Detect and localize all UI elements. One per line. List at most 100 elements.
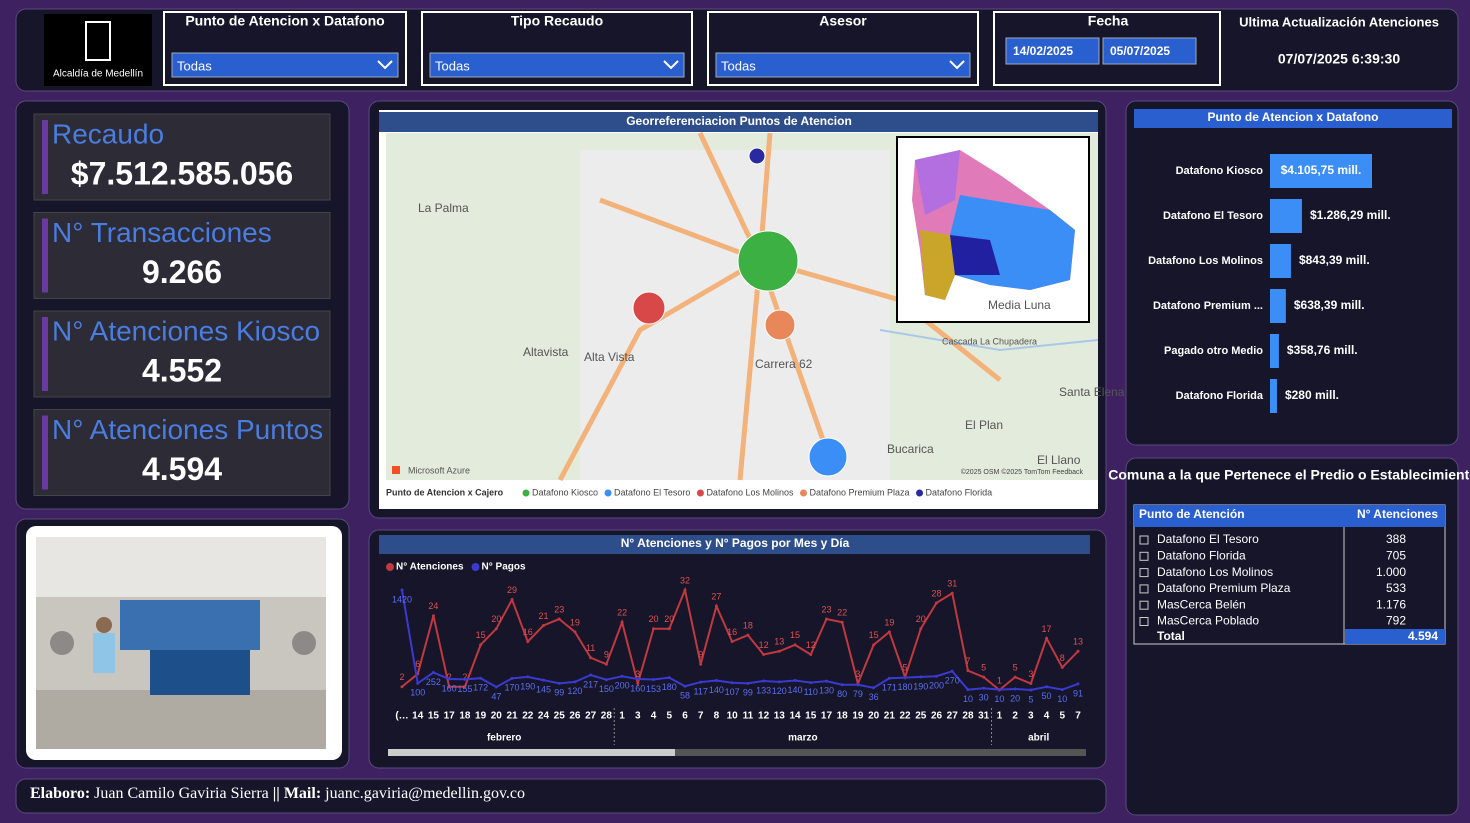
x-tick-label: 15 xyxy=(428,711,440,722)
point xyxy=(935,601,939,605)
expand-icon[interactable] xyxy=(1139,568,1149,578)
map-place: El Plan xyxy=(965,418,1003,432)
azure-logo xyxy=(392,466,400,474)
x-tick-label: 10 xyxy=(727,711,739,722)
point xyxy=(1076,649,1080,653)
table-cell: 533 xyxy=(1386,581,1406,595)
filter-dropdown[interactable] xyxy=(171,52,399,78)
kpi-panel xyxy=(15,100,350,510)
photo-ceiling xyxy=(36,537,326,597)
expand-icon[interactable] xyxy=(1139,584,1149,594)
data-label: 12 xyxy=(759,640,769,650)
dropdown-arrow xyxy=(377,60,393,70)
data-label: 2 xyxy=(447,672,452,682)
x-tick-label: 3 xyxy=(635,711,641,722)
point xyxy=(652,627,656,631)
point xyxy=(699,662,703,666)
map-bubble xyxy=(808,437,848,477)
data-label: 180 xyxy=(662,682,677,692)
point xyxy=(714,604,718,608)
map-title-bar xyxy=(379,112,1098,132)
expand-icon[interactable] xyxy=(1139,535,1149,545)
point xyxy=(840,683,844,687)
x-tick-label: 26 xyxy=(569,711,581,722)
point xyxy=(1076,682,1080,686)
data-label: 99 xyxy=(554,688,564,698)
scrollbar[interactable] xyxy=(388,749,1086,756)
date-from-box[interactable] xyxy=(1005,37,1100,65)
kpi-value: 9.266 xyxy=(142,254,222,290)
point xyxy=(573,630,577,634)
carousel-next[interactable] xyxy=(292,631,316,655)
data-label: 29 xyxy=(507,585,517,595)
point xyxy=(777,649,781,653)
x-tick-label: 28 xyxy=(962,711,974,722)
data-label: 153 xyxy=(646,684,661,694)
data-label: 270 xyxy=(945,676,960,686)
point xyxy=(604,678,608,682)
data-label: 15 xyxy=(869,630,879,640)
x-tick-label: 4 xyxy=(1044,711,1050,722)
scrollbar-thumb[interactable] xyxy=(388,749,675,756)
bar-category: Datafono El Tesoro xyxy=(1163,210,1263,222)
x-tick-label: 1 xyxy=(997,711,1003,722)
bar xyxy=(1270,379,1277,413)
point xyxy=(887,630,891,634)
filter-dropdown[interactable] xyxy=(429,52,685,78)
filter-frame xyxy=(163,11,407,86)
filter-title: Punto de Atencion x Datafono xyxy=(185,13,384,29)
point xyxy=(400,588,404,592)
point xyxy=(447,685,451,689)
expand-icon[interactable] xyxy=(1139,617,1149,626)
dropdown-arrow xyxy=(949,60,965,70)
map-bubble xyxy=(632,291,666,325)
point xyxy=(431,671,435,675)
kpi-value: 4.594 xyxy=(142,451,222,487)
table-cell: MasCerca Poblado xyxy=(1157,614,1259,628)
kpi-accent xyxy=(42,317,48,391)
table-total-value: 4.594 xyxy=(1408,629,1438,643)
point xyxy=(997,688,1001,692)
data-label: 3 xyxy=(855,669,860,679)
table-cell: MasCerca Belén xyxy=(1157,597,1246,611)
data-label: 6 xyxy=(415,659,420,669)
kpi-card xyxy=(33,409,331,496)
point xyxy=(1029,688,1033,692)
data-label: 5 xyxy=(903,662,908,672)
data-label: 155 xyxy=(457,684,472,694)
map-place: Altavista xyxy=(523,345,569,359)
legend-swatch xyxy=(916,489,924,497)
point xyxy=(777,680,781,684)
legend-label: Datafono Los Molinos xyxy=(706,487,794,497)
data-label: 2 xyxy=(399,672,404,682)
point xyxy=(683,588,687,592)
data-label: 20 xyxy=(1010,693,1020,703)
point xyxy=(557,681,561,685)
map-place: Carrera 62 xyxy=(755,357,813,371)
bar-value-label: $4.105,75 mill. xyxy=(1281,163,1362,177)
map-place: El Llano xyxy=(1037,453,1081,467)
urban-area xyxy=(580,150,890,480)
x-tick-label: 2 xyxy=(1012,711,1018,722)
point xyxy=(966,669,970,673)
point xyxy=(982,686,986,690)
point xyxy=(903,676,907,680)
point xyxy=(636,677,640,681)
x-tick-label: 19 xyxy=(475,711,487,722)
point xyxy=(950,591,954,595)
x-tick-label: 21 xyxy=(884,711,896,722)
point xyxy=(762,679,766,683)
legend-swatch xyxy=(696,489,704,497)
x-tick-label: 5 xyxy=(1059,711,1065,722)
expand-icon[interactable] xyxy=(1139,600,1149,610)
point xyxy=(919,675,923,679)
expand-icon[interactable] xyxy=(1139,551,1149,561)
point xyxy=(1045,685,1049,689)
filter-dropdown[interactable] xyxy=(715,52,971,78)
carousel-prev[interactable] xyxy=(50,631,74,655)
data-label: 23 xyxy=(821,604,831,614)
photo-floor xyxy=(36,690,326,749)
kpi-label: N° Atenciones Puntos xyxy=(52,414,323,445)
date-to-box[interactable] xyxy=(1102,37,1197,65)
point xyxy=(982,675,986,679)
